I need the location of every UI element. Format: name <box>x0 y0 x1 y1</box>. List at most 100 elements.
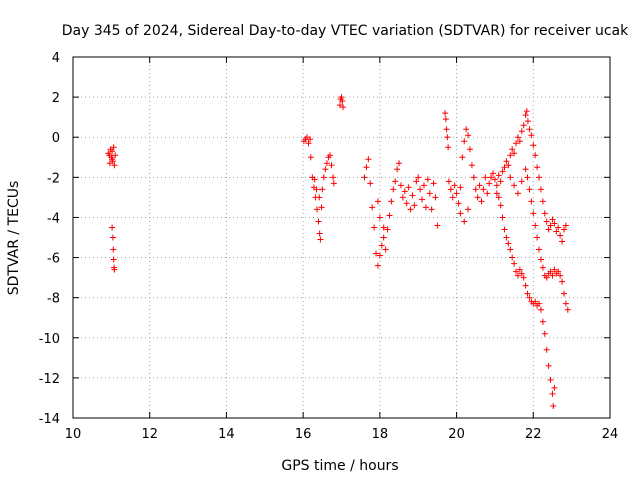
data-point <box>111 162 118 169</box>
data-point <box>514 190 521 197</box>
data-point <box>526 126 533 133</box>
data-point <box>322 166 329 173</box>
data-point <box>511 182 518 189</box>
series-track-16-17h <box>300 134 337 243</box>
data-point <box>493 182 500 189</box>
data-point <box>382 246 389 253</box>
y-tick-labels: -14 -12 -10 -8 -6 -4 -2 0 2 4 <box>39 51 60 427</box>
data-point <box>457 184 464 191</box>
y-tick-label: 2 <box>52 91 60 106</box>
data-point <box>557 272 564 279</box>
y-tick-label: -6 <box>47 252 60 267</box>
data-point <box>511 150 518 157</box>
data-point <box>326 152 333 159</box>
x-tick-label: 10 <box>65 427 82 442</box>
data-point <box>465 206 472 213</box>
data-point <box>447 186 454 193</box>
data-point <box>311 176 318 183</box>
data-point <box>361 174 368 181</box>
data-point <box>547 268 554 275</box>
data-point <box>555 268 562 275</box>
data-point <box>413 178 420 185</box>
data-points <box>105 94 571 409</box>
data-point <box>461 138 468 145</box>
data-point <box>555 224 562 231</box>
data-point <box>380 224 387 231</box>
data-point <box>559 238 566 245</box>
data-point <box>449 194 456 201</box>
data-point <box>110 256 117 263</box>
data-point <box>537 306 544 313</box>
data-point <box>112 152 119 159</box>
data-point <box>559 278 566 285</box>
x-tick-label: 24 <box>602 427 619 442</box>
data-point <box>472 186 479 193</box>
data-point <box>501 164 508 171</box>
data-point <box>445 144 452 151</box>
data-point <box>380 234 387 241</box>
y-tick-label: 0 <box>52 131 60 146</box>
data-point <box>551 220 558 227</box>
data-point <box>109 156 116 163</box>
x-tick-label: 22 <box>525 427 542 442</box>
data-point <box>532 152 539 159</box>
data-point <box>505 240 512 247</box>
data-point <box>459 154 466 161</box>
data-point <box>541 330 548 337</box>
data-point <box>495 172 502 179</box>
plot-frame <box>72 56 611 419</box>
data-point <box>536 246 543 253</box>
data-point <box>562 300 569 307</box>
data-point <box>526 294 533 301</box>
data-point <box>539 198 546 205</box>
data-point <box>530 210 537 217</box>
data-point <box>369 204 376 211</box>
data-point <box>316 230 323 237</box>
data-point <box>499 214 506 221</box>
data-point <box>549 216 556 223</box>
data-point <box>405 184 412 191</box>
data-point <box>514 134 521 141</box>
data-point <box>537 256 544 263</box>
data-point <box>528 132 535 139</box>
data-point <box>476 182 483 189</box>
y-tick-label: -8 <box>47 292 60 307</box>
data-point <box>501 226 508 233</box>
data-point <box>442 116 449 123</box>
data-point <box>453 190 460 197</box>
y-tick-label: -10 <box>39 332 60 347</box>
data-point <box>547 376 554 383</box>
data-point <box>388 198 395 205</box>
data-point <box>110 246 117 253</box>
data-point <box>340 104 347 111</box>
data-point <box>403 200 410 207</box>
data-point <box>543 274 550 281</box>
data-point <box>560 226 567 233</box>
x-tick-labels: 10 12 14 16 18 20 22 24 <box>65 427 619 442</box>
data-point <box>518 178 525 185</box>
data-point <box>466 146 473 153</box>
data-point <box>505 162 512 169</box>
data-point <box>536 300 543 307</box>
data-point <box>480 186 487 193</box>
data-point <box>409 192 416 199</box>
data-point <box>318 204 325 211</box>
data-point <box>457 210 464 217</box>
series-lower-arc-21.0-22.6h <box>493 190 558 409</box>
data-point <box>470 174 477 181</box>
data-point <box>424 176 431 183</box>
data-point <box>503 234 510 241</box>
data-point <box>444 134 451 141</box>
data-point <box>530 142 537 149</box>
data-point <box>549 272 556 279</box>
data-point <box>422 204 429 211</box>
data-point <box>543 346 550 353</box>
data-point <box>553 228 560 235</box>
y-tick-label: -4 <box>47 211 60 226</box>
data-point <box>320 174 327 181</box>
data-point <box>323 160 330 167</box>
data-point <box>386 212 393 219</box>
y-tick-label: -14 <box>39 412 60 427</box>
data-point <box>109 234 116 241</box>
